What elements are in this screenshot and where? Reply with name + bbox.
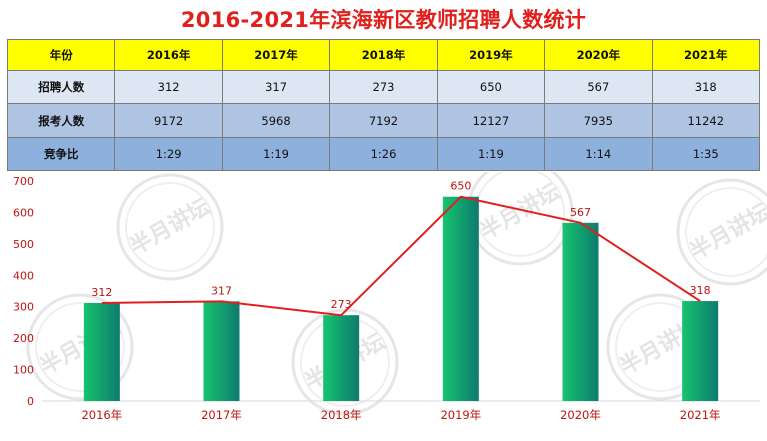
data-label: 317 bbox=[211, 284, 232, 297]
header-cell: 2016年 bbox=[114, 38, 223, 72]
table-cell: 1:35 bbox=[651, 136, 761, 172]
table-cell: 5968 bbox=[221, 103, 331, 138]
table-cell: 7192 bbox=[329, 103, 438, 138]
row-label: 竞争比 bbox=[6, 136, 116, 172]
y-tick-label: 300 bbox=[13, 301, 34, 314]
y-tick-label: 700 bbox=[13, 175, 34, 188]
table-cell: 318 bbox=[651, 70, 761, 105]
header-cell: 2017年 bbox=[221, 38, 331, 72]
bar bbox=[323, 315, 360, 401]
line-layer bbox=[101, 195, 701, 317]
table-cell: 12127 bbox=[436, 103, 546, 138]
x-tick-label: 2021年 bbox=[680, 408, 721, 422]
watermark-ring bbox=[291, 308, 399, 416]
bar-line-chart: 半月讲坛半月讲坛半月讲坛半月讲坛半月讲坛半月讲坛 010020030040050… bbox=[13, 172, 767, 422]
y-tick-label: 200 bbox=[13, 332, 34, 345]
bar bbox=[203, 301, 240, 401]
watermark-ring bbox=[116, 173, 224, 281]
header-cell: 2020年 bbox=[544, 38, 653, 72]
table-row-applicants: 报考人数 9172 5968 7192 12127 7935 11242 bbox=[6, 103, 761, 138]
table-cell: 9172 bbox=[114, 103, 223, 138]
data-label: 273 bbox=[331, 298, 352, 311]
watermark-text: 半月讲坛 bbox=[126, 195, 215, 261]
data-labels-layer: 312 317 273 650 567 318 bbox=[91, 180, 710, 311]
bar bbox=[562, 222, 599, 401]
table-cell: 11242 bbox=[651, 103, 761, 138]
row-label: 报考人数 bbox=[6, 103, 116, 138]
table-row-ratio: 竞争比 1:29 1:19 1:26 1:19 1:14 1:35 bbox=[6, 136, 761, 172]
watermark: 半月讲坛 bbox=[676, 178, 767, 286]
x-tick-label: 2019年 bbox=[440, 408, 481, 422]
y-tick-label: 400 bbox=[13, 269, 34, 282]
x-tick-label: 2018年 bbox=[321, 408, 362, 422]
watermark-ring bbox=[300, 317, 390, 407]
table-cell: 650 bbox=[436, 70, 546, 105]
x-tick-label: 2017年 bbox=[201, 408, 242, 422]
data-label: 318 bbox=[690, 284, 711, 297]
data-label: 650 bbox=[450, 180, 471, 193]
axis-layer: 0 100 200 300 400 500 600 700 2016年 2017年 2018年 201… bbox=[13, 175, 760, 422]
header-cell: 2018年 bbox=[329, 38, 438, 72]
y-tick-label: 600 bbox=[13, 206, 34, 219]
table-cell: 273 bbox=[329, 70, 438, 105]
table-cell: 1:14 bbox=[544, 136, 653, 172]
table-cell: 1:26 bbox=[329, 136, 438, 172]
watermark-ring bbox=[125, 182, 215, 272]
watermark: 半月讲坛 bbox=[116, 173, 224, 281]
bars-layer bbox=[83, 196, 719, 401]
y-tick-label: 100 bbox=[13, 364, 34, 377]
bar bbox=[682, 301, 719, 401]
bar bbox=[442, 196, 479, 401]
watermark-ring bbox=[676, 178, 767, 286]
table-cell: 1:19 bbox=[221, 136, 331, 172]
table-row-recruits: 招聘人数 312 317 273 650 567 318 bbox=[6, 70, 761, 105]
watermark-text: 半月讲坛 bbox=[476, 180, 565, 246]
watermark-ring bbox=[475, 172, 565, 257]
header-cell: 2019年 bbox=[436, 38, 546, 72]
table-cell: 1:19 bbox=[436, 136, 546, 172]
bar bbox=[83, 302, 120, 401]
x-tick-label: 2020年 bbox=[560, 408, 601, 422]
row-label: 招聘人数 bbox=[6, 70, 116, 105]
table-cell: 567 bbox=[544, 70, 653, 105]
x-tick-label: 2016年 bbox=[81, 408, 122, 422]
watermark-text: 半月讲坛 bbox=[686, 200, 767, 266]
watermark-ring bbox=[685, 187, 767, 277]
data-label: 312 bbox=[91, 286, 112, 299]
stats-table: 年份 2016年 2017年 2018年 2019年 2020年 2021年 招… bbox=[6, 38, 761, 172]
y-tick-label: 0 bbox=[27, 395, 34, 408]
table-cell: 312 bbox=[114, 70, 223, 105]
table-cell: 1:29 bbox=[114, 136, 223, 172]
trend-line bbox=[101, 195, 701, 317]
table-cell: 7935 bbox=[544, 103, 653, 138]
table-cell: 317 bbox=[221, 70, 331, 105]
y-tick-label: 500 bbox=[13, 238, 34, 251]
header-cell: 2021年 bbox=[651, 38, 761, 72]
data-label: 567 bbox=[570, 206, 591, 219]
table-header-row: 年份 2016年 2017年 2018年 2019年 2020年 2021年 bbox=[6, 38, 761, 72]
header-cell-year: 年份 bbox=[6, 38, 116, 72]
chart-title: 2016-2021年滨海新区教师招聘人数统计 bbox=[180, 8, 587, 32]
